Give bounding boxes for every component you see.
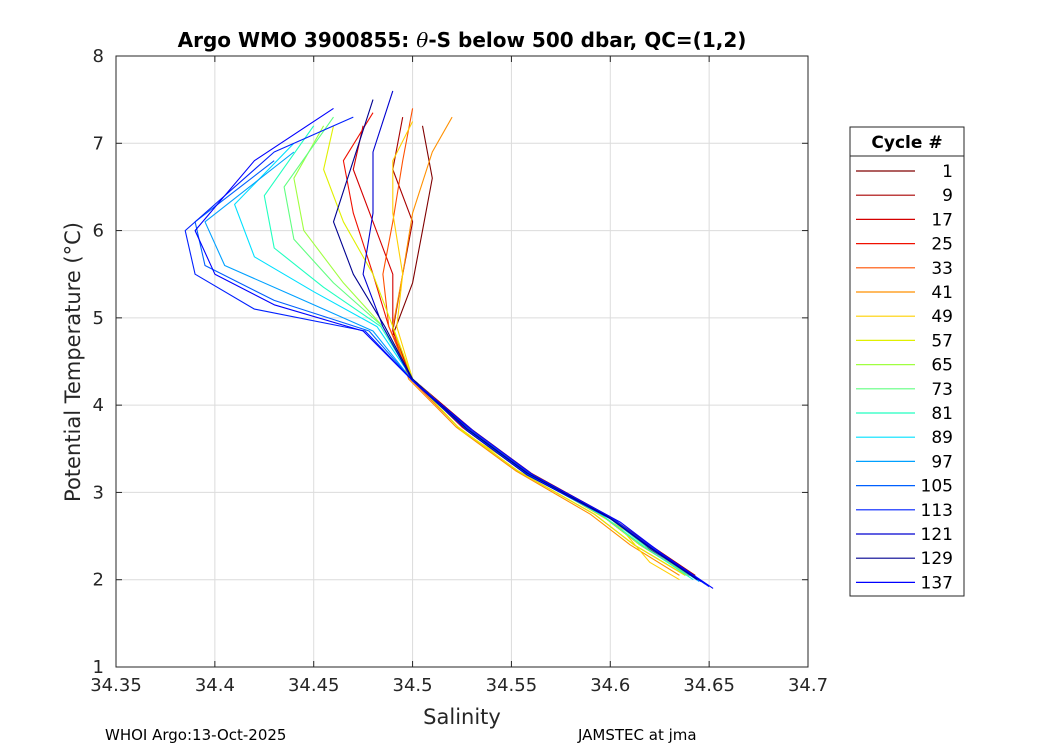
x-tick-label: 34.65 [683, 675, 735, 696]
plot-background [116, 56, 808, 667]
legend-item-cycle-17: 17 [856, 210, 953, 230]
legend-label: 9 [942, 186, 953, 206]
legend-item-cycle-81: 81 [856, 404, 953, 424]
legend-label: 121 [921, 525, 953, 545]
chart-title: Argo WMO 3900855: θ-S below 500 dbar, QC… [178, 28, 747, 52]
legend-item-cycle-137: 137 [856, 573, 953, 593]
x-axis-label: Salinity [423, 705, 501, 729]
legend-item-cycle-73: 73 [856, 380, 953, 400]
legend-label: 137 [921, 573, 953, 593]
legend-item-cycle-105: 105 [856, 477, 953, 497]
y-tick-label: 4 [93, 395, 104, 416]
title-theta-symbol: θ [416, 28, 428, 52]
legend-label: 41 [931, 283, 953, 303]
y-tick-label: 8 [93, 46, 104, 67]
legend-label: 57 [931, 331, 953, 351]
legend: Cycle # 1 9 17 25 33 41 49 57 65 73 81 89 97 105 113 12… [849, 126, 965, 597]
legend-item-cycle-9: 9 [856, 186, 953, 206]
legend-label: 89 [931, 428, 953, 448]
axis-ticks: 34.35 34.4 34.45 34.5 34.55 34.6 34.65 34.7 1 2 3 4… [90, 46, 828, 696]
footer-provider: JAMSTEC at jma [578, 726, 697, 744]
series-line-cycle-113 [184, 116, 710, 588]
y-tick-label: 6 [93, 221, 104, 242]
legend-label: 113 [921, 501, 953, 521]
legend-label: 25 [931, 235, 953, 255]
legend-label: 49 [931, 307, 953, 327]
legend-item-cycle-33: 33 [856, 259, 953, 279]
legend-label: 105 [921, 477, 953, 497]
legend-label: 33 [931, 259, 953, 279]
legend-item-cycle-25: 25 [856, 235, 953, 255]
legend-label: 17 [931, 210, 953, 230]
x-tick-label: 34.45 [288, 675, 340, 696]
legend-label: 73 [931, 380, 953, 400]
legend-item-cycle-1: 1 [856, 162, 953, 182]
legend-item-cycle-129: 129 [856, 549, 953, 569]
y-tick-label: 7 [93, 133, 104, 154]
legend-label: 1 [942, 162, 953, 182]
legend-item-cycle-89: 89 [856, 428, 953, 448]
legend-label: 65 [931, 356, 953, 376]
legend-label: 81 [931, 404, 953, 424]
legend-item-cycle-113: 113 [856, 501, 953, 521]
title-prefix: Argo WMO 3900855: [178, 28, 417, 52]
plot-area: 34.35 34.4 34.45 34.5 34.55 34.6 34.65 34.7 1 2 3 4… [90, 46, 828, 696]
legend-item-cycle-65: 65 [856, 356, 953, 376]
x-tick-label: 34.55 [486, 675, 538, 696]
y-tick-label: 1 [93, 657, 104, 678]
legend-box [849, 126, 965, 597]
x-tick-label: 34.5 [393, 675, 433, 696]
y-axis-label: Potential Temperature (°C) [61, 222, 85, 502]
footer-source: WHOI Argo:13-Oct-2025 [105, 726, 287, 744]
legend-label: 97 [931, 452, 953, 472]
legend-item-cycle-49: 49 [856, 307, 953, 327]
x-tick-label: 34.4 [195, 675, 235, 696]
series-line-cycle-129 [332, 99, 698, 581]
x-tick-label: 34.7 [788, 675, 828, 696]
legend-label: 129 [921, 549, 953, 569]
legend-item-cycle-121: 121 [856, 525, 953, 545]
legend-item-cycle-97: 97 [856, 452, 953, 472]
plot-frame [115, 55, 809, 668]
title-suffix: -S below 500 dbar, QC=(1,2) [428, 28, 746, 52]
y-tick-label: 5 [93, 308, 104, 329]
legend-title: Cycle # [871, 133, 942, 153]
x-tick-label: 34.6 [590, 675, 630, 696]
series-lines [184, 90, 714, 589]
x-tick-label: 34.35 [90, 675, 142, 696]
y-tick-label: 3 [93, 482, 104, 503]
y-tick-label: 2 [93, 570, 104, 591]
legend-item-cycle-41: 41 [856, 283, 953, 303]
legend-items: 1 9 17 25 33 41 49 57 65 73 81 89 97 105 113 121 129 137 [856, 162, 953, 593]
series-line-cycle-137 [194, 107, 714, 589]
legend-item-cycle-57: 57 [856, 331, 953, 351]
series-line-cycle-41 [392, 116, 680, 576]
